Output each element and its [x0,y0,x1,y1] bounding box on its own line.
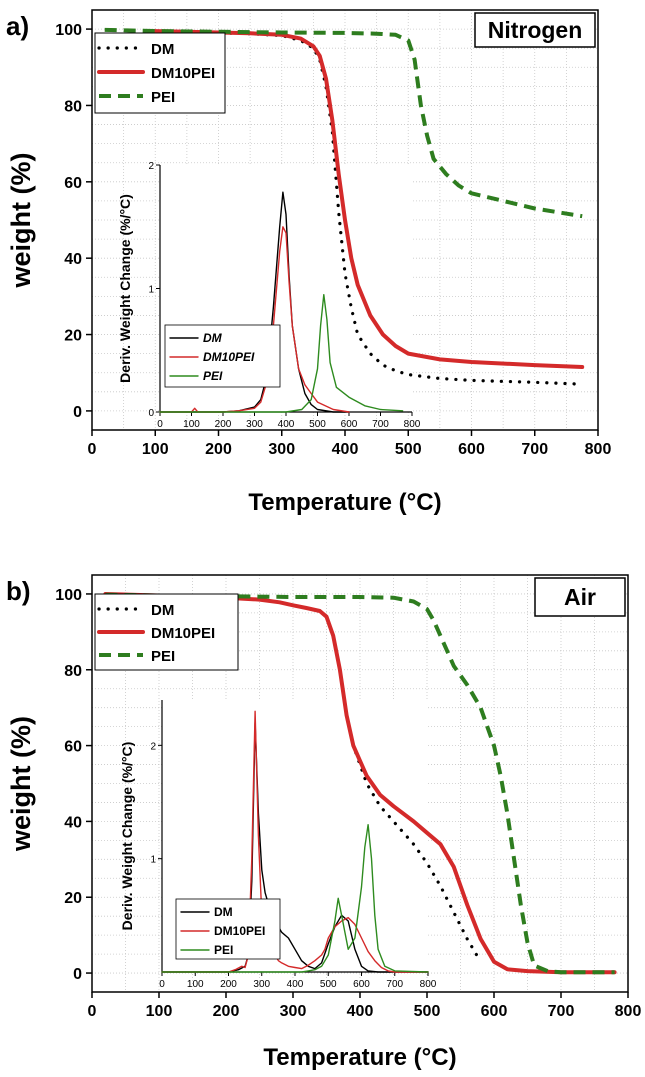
y-tick-label: 100 [55,587,82,604]
inset-x-tick-label: 800 [404,419,421,430]
inset-x-tick-label: 700 [372,419,389,430]
x-axis-label: Temperature (°C) [263,1044,456,1071]
inset-y-axis-label: Deriv. Weight Change (%/°C) [117,194,133,383]
inset-x-tick-label: 0 [159,979,165,990]
y-tick-label: 80 [64,663,82,680]
y-tick-label: 60 [64,175,82,192]
x-tick-label: 100 [142,441,169,458]
legend-label: PEI [151,648,175,665]
inset-series-pei [159,294,404,413]
annotation-label: Air [564,584,596,610]
inset-legend [175,898,281,960]
annotation-label: Nitrogen [488,17,583,43]
y-tick-label: 0 [73,404,82,421]
inset-legend-label: DM10PEI [214,924,265,938]
inset-x-tick-label: 100 [183,419,200,430]
legend-label: DM10PEI [151,65,215,82]
x-tick-label: 0 [88,441,97,458]
inset-legend-label: DM [203,331,223,345]
chart-panel-b: 0 100 200 300 400 500 600 700 800020406080100wei… [6,574,642,1071]
annotation-box [474,12,596,48]
x-tick-label: 700 [548,1003,575,1020]
inset-x-tick-label: 0 [157,419,163,430]
x-axis-label: Temperature (°C) [248,489,441,516]
x-tick-label: 400 [332,441,359,458]
chart-panel-a: 0 100 200 300 400 500 600 700 800020406080100wei… [6,9,612,516]
y-tick-label: 100 [55,22,82,39]
inset-series-pei [161,824,429,973]
y-tick-label: 40 [64,251,82,268]
inset-legend-label: DM10PEI [203,350,255,364]
inset-y-tick-label: 1 [148,285,154,296]
x-tick-label: 600 [458,441,485,458]
y-tick-label: 20 [64,890,82,907]
panel-label: a) [6,11,29,41]
inset-y-tick-label: 1 [150,855,156,866]
y-axis-label: weight (%) [6,153,36,289]
inset-series-dm [159,191,350,413]
y-tick-label: 20 [64,328,82,345]
inset-x-tick-label: 500 [309,419,326,430]
series-pei [104,27,583,219]
inset-x-tick-label: 600 [341,419,358,430]
inset-y-tick-label: 2 [148,161,154,172]
inset-x-tick-label: 500 [320,979,337,990]
inset-x-tick-label: 700 [386,979,403,990]
inset-x-tick-label: 100 [187,979,204,990]
series-dm10pei [103,592,617,975]
annotation-box [534,577,626,617]
y-tick-label: 40 [64,814,82,831]
inset-y-tick-label: 2 [150,741,156,752]
inset-x-tick-label: 200 [215,419,232,430]
inset-x-tick-label: 300 [253,979,270,990]
panel-label: b) [6,576,31,606]
x-tick-label: 300 [280,1003,307,1020]
x-tick-label: 200 [213,1003,240,1020]
inset-y-tick-label: 0 [148,408,154,419]
inset-legend-label: PEI [214,943,233,957]
x-tick-label: 400 [347,1003,374,1020]
inset-x-tick-label: 600 [353,979,370,990]
inset-chart: 0 100 200 300 400 500 600 700 800 0 1 2 Deriv. Weigh… [117,161,421,430]
x-tick-label: 300 [268,441,295,458]
y-tick-label: 60 [64,739,82,756]
inset-legend-label: PEI [203,369,223,383]
inset-chart: 0 100 200 300 400 500 600 700 800 1 2 Deriv. Weight… [119,700,437,990]
x-tick-label: 500 [395,441,422,458]
legend-label: DM [151,41,174,58]
inset-x-tick-label: 400 [278,419,295,430]
y-tick-label: 80 [64,98,82,115]
inset-x-tick-label: 300 [246,419,263,430]
x-tick-label: 600 [481,1003,508,1020]
x-tick-label: 200 [205,441,232,458]
inset-series-dm [161,722,429,973]
inset-x-tick-label: 800 [420,979,437,990]
x-tick-label: 500 [414,1003,441,1020]
x-tick-label: 800 [585,441,612,458]
inset-x-tick-label: 400 [287,979,304,990]
inset-y-axis-label: Deriv. Weight Change (%/°C) [119,742,135,931]
x-tick-label: 800 [615,1003,642,1020]
y-axis-label: weight (%) [6,716,36,852]
legend-label: DM10PEI [151,625,215,642]
inset-legend-label: DM [214,905,233,919]
x-tick-label: 0 [88,1003,97,1020]
y-tick-label: 0 [73,966,82,983]
x-tick-label: 100 [146,1003,173,1020]
x-tick-label: 700 [521,441,548,458]
inset-x-tick-label: 200 [220,979,237,990]
legend-label: PEI [151,89,175,106]
legend-label: DM [151,602,174,619]
